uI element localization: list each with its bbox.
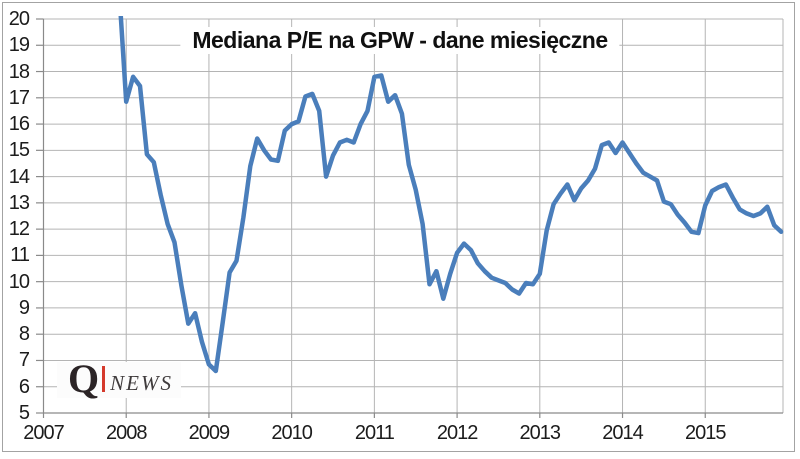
x-tick-label: 2012 (436, 422, 478, 444)
y-tick-label: 6 (18, 375, 30, 398)
y-tick-label: 9 (18, 296, 30, 319)
x-tick-label: 2015 (684, 422, 726, 444)
x-tick-label: 2007 (23, 422, 64, 444)
y-tick-label: 7 (18, 349, 30, 372)
qnews-logo: Q NEWS (57, 356, 181, 401)
y-tick-label: 16 (8, 113, 30, 136)
y-tick-label: 11 (10, 244, 30, 267)
y-tick-label: 18 (8, 60, 30, 83)
x-tick-label: 2011 (354, 422, 395, 444)
y-tick-label: 17 (8, 86, 30, 109)
y-tick-label: 15 (8, 139, 30, 162)
x-tick-label: 2013 (519, 422, 561, 444)
y-tick-label: 12 (8, 218, 30, 241)
x-tick-label: 2008 (105, 422, 147, 444)
logo-letter-q: Q (68, 356, 100, 401)
logo-news-text: NEWS (110, 371, 173, 395)
y-tick-label: 8 (18, 323, 30, 346)
y-tick-label: 14 (8, 165, 30, 188)
y-tick-label: 13 (8, 191, 30, 214)
pe-median-line (118, 16, 784, 374)
x-tick-label: 2014 (602, 422, 643, 444)
chart-title: Mediana P/E na GPW - dane miesięczne (180, 27, 620, 54)
y-tick-label: 10 (8, 270, 30, 293)
y-tick-label: 5 (18, 402, 30, 424)
x-tick-label: 2010 (271, 422, 312, 444)
x-tick-label: 2009 (188, 422, 230, 444)
y-tick-label: 19 (8, 34, 30, 57)
logo-red-bar-icon (102, 366, 106, 392)
y-tick-label: 20 (8, 8, 30, 30)
